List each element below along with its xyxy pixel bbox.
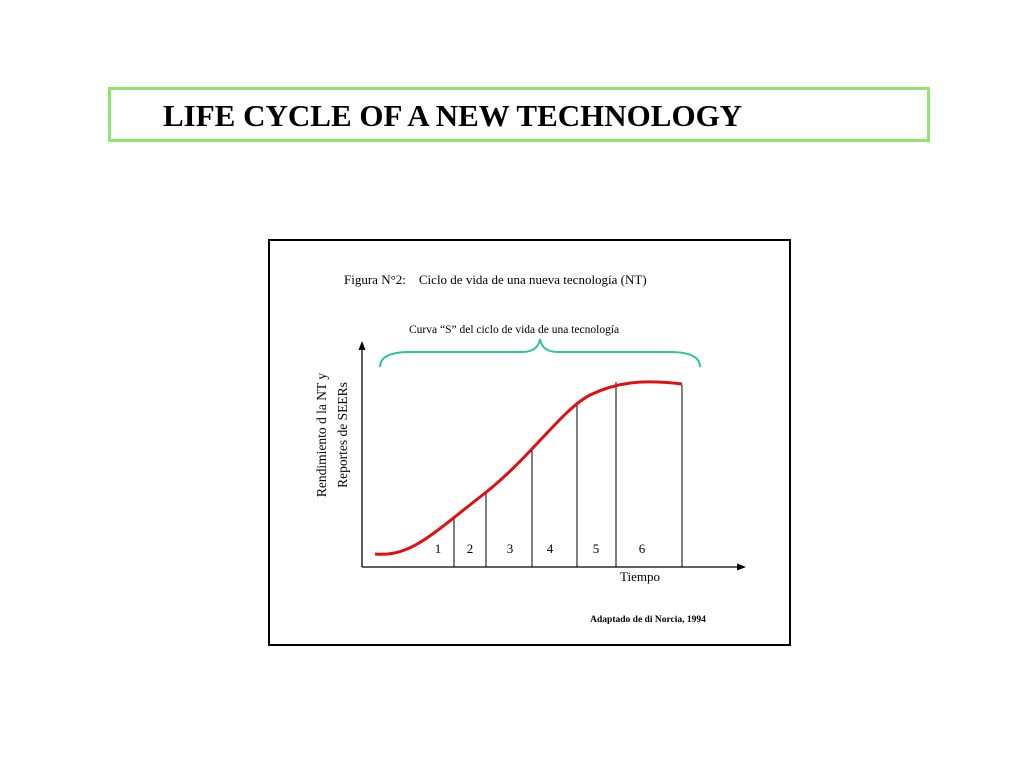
title-box: LIFE CYCLE OF A NEW TECHNOLOGY: [108, 87, 930, 142]
brace-label: Curva “S” del ciclo de vida de una tecno…: [409, 324, 619, 336]
stage-label: 3: [507, 541, 514, 556]
y-axis-label-line1: Rendimiento d la NT y: [314, 373, 329, 497]
figure-frame: Figura N°2: Ciclo de vida de una nueva t…: [268, 239, 791, 646]
x-axis-label: Tiempo: [620, 569, 660, 584]
stage-label: 4: [547, 541, 554, 556]
source-note: Adaptado de di Norcia, 1994: [590, 615, 706, 625]
s-curve-diagram: Figura N°2: Ciclo de vida de una nueva t…: [314, 272, 746, 625]
y-axis-label-line2: Reportes de SEERs: [335, 382, 350, 488]
stage-labels: 1 2 3 4 5 6: [435, 541, 646, 556]
stage-label: 2: [467, 541, 474, 556]
slide-title: LIFE CYCLE OF A NEW TECHNOLOGY: [163, 98, 743, 133]
x-axis-arrow: [737, 563, 746, 571]
stage-label: 6: [639, 541, 646, 556]
stage-label: 1: [435, 541, 442, 556]
curly-brace: [379, 338, 701, 368]
stage-dividers: [453, 382, 683, 567]
y-axis-arrow: [358, 341, 366, 350]
stage-label: 5: [593, 541, 600, 556]
s-curve: [374, 380, 683, 556]
figure-caption: Figura N°2: Ciclo de vida de una nueva t…: [344, 272, 647, 287]
